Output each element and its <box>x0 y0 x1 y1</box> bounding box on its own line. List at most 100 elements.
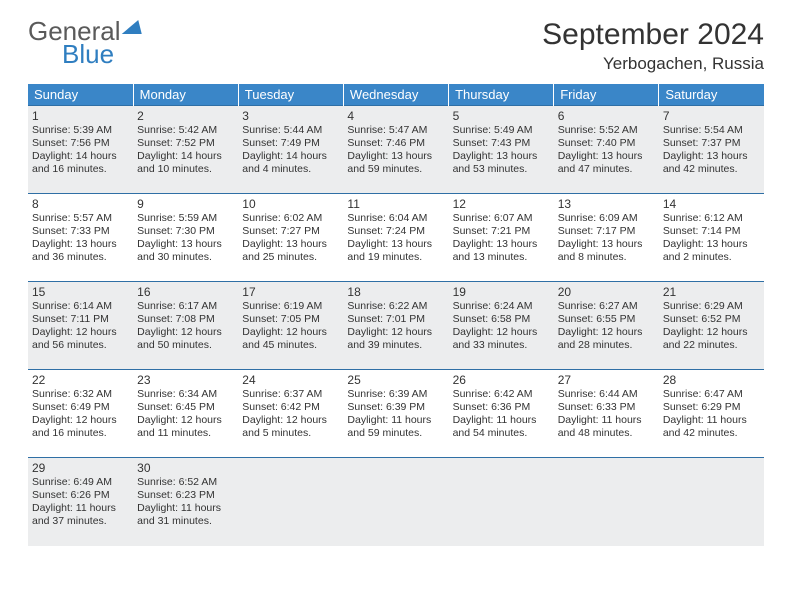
daylight-line: Daylight: 13 hours and 13 minutes. <box>453 238 550 264</box>
day-cell-16: 16Sunrise: 6:17 AMSunset: 7:08 PMDayligh… <box>133 282 238 370</box>
day-cell-14: 14Sunrise: 6:12 AMSunset: 7:14 PMDayligh… <box>659 194 764 282</box>
title-block: September 2024 Yerbogachen, Russia <box>542 18 764 74</box>
empty-cell <box>659 458 764 546</box>
day-cell-29: 29Sunrise: 6:49 AMSunset: 6:26 PMDayligh… <box>28 458 133 546</box>
day-cell-18: 18Sunrise: 6:22 AMSunset: 7:01 PMDayligh… <box>343 282 448 370</box>
daylight-line: Daylight: 13 hours and 59 minutes. <box>347 150 444 176</box>
sunrise-line: Sunrise: 6:02 AM <box>242 212 339 225</box>
sunset-line: Sunset: 7:17 PM <box>558 225 655 238</box>
day-cell-19: 19Sunrise: 6:24 AMSunset: 6:58 PMDayligh… <box>449 282 554 370</box>
sunrise-line: Sunrise: 6:19 AM <box>242 300 339 313</box>
day-number: 28 <box>663 373 760 387</box>
sunset-line: Sunset: 7:46 PM <box>347 137 444 150</box>
day-number: 4 <box>347 109 444 123</box>
sunrise-line: Sunrise: 5:59 AM <box>137 212 234 225</box>
week-row: 29Sunrise: 6:49 AMSunset: 6:26 PMDayligh… <box>28 458 764 546</box>
day-cell-15: 15Sunrise: 6:14 AMSunset: 7:11 PMDayligh… <box>28 282 133 370</box>
day-cell-21: 21Sunrise: 6:29 AMSunset: 6:52 PMDayligh… <box>659 282 764 370</box>
daylight-line: Daylight: 14 hours and 16 minutes. <box>32 150 129 176</box>
empty-cell <box>554 458 659 546</box>
day-cell-22: 22Sunrise: 6:32 AMSunset: 6:49 PMDayligh… <box>28 370 133 458</box>
daylight-line: Daylight: 11 hours and 48 minutes. <box>558 414 655 440</box>
daylight-line: Daylight: 14 hours and 10 minutes. <box>137 150 234 176</box>
day-number: 8 <box>32 197 129 211</box>
sunset-line: Sunset: 6:33 PM <box>558 401 655 414</box>
dow-monday: Monday <box>133 84 238 106</box>
daylight-line: Daylight: 12 hours and 22 minutes. <box>663 326 760 352</box>
day-cell-3: 3Sunrise: 5:44 AMSunset: 7:49 PMDaylight… <box>238 106 343 194</box>
sunrise-line: Sunrise: 6:52 AM <box>137 476 234 489</box>
sunset-line: Sunset: 7:52 PM <box>137 137 234 150</box>
sunset-line: Sunset: 6:29 PM <box>663 401 760 414</box>
day-number: 20 <box>558 285 655 299</box>
day-cell-13: 13Sunrise: 6:09 AMSunset: 7:17 PMDayligh… <box>554 194 659 282</box>
sunrise-line: Sunrise: 6:37 AM <box>242 388 339 401</box>
dow-thursday: Thursday <box>449 84 554 106</box>
day-cell-9: 9Sunrise: 5:59 AMSunset: 7:30 PMDaylight… <box>133 194 238 282</box>
sunrise-line: Sunrise: 6:44 AM <box>558 388 655 401</box>
day-number: 5 <box>453 109 550 123</box>
daylight-line: Daylight: 13 hours and 36 minutes. <box>32 238 129 264</box>
day-cell-6: 6Sunrise: 5:52 AMSunset: 7:40 PMDaylight… <box>554 106 659 194</box>
day-cell-26: 26Sunrise: 6:42 AMSunset: 6:36 PMDayligh… <box>449 370 554 458</box>
day-number: 11 <box>347 197 444 211</box>
day-number: 15 <box>32 285 129 299</box>
day-cell-11: 11Sunrise: 6:04 AMSunset: 7:24 PMDayligh… <box>343 194 448 282</box>
day-number: 26 <box>453 373 550 387</box>
day-cell-1: 1Sunrise: 5:39 AMSunset: 7:56 PMDaylight… <box>28 106 133 194</box>
sunset-line: Sunset: 7:14 PM <box>663 225 760 238</box>
day-cell-4: 4Sunrise: 5:47 AMSunset: 7:46 PMDaylight… <box>343 106 448 194</box>
sunset-line: Sunset: 6:45 PM <box>137 401 234 414</box>
month-title: September 2024 <box>542 18 764 52</box>
daylight-line: Daylight: 13 hours and 19 minutes. <box>347 238 444 264</box>
day-cell-7: 7Sunrise: 5:54 AMSunset: 7:37 PMDaylight… <box>659 106 764 194</box>
sunset-line: Sunset: 7:11 PM <box>32 313 129 326</box>
sunrise-line: Sunrise: 6:49 AM <box>32 476 129 489</box>
day-cell-5: 5Sunrise: 5:49 AMSunset: 7:43 PMDaylight… <box>449 106 554 194</box>
day-number: 29 <box>32 461 129 475</box>
day-number: 27 <box>558 373 655 387</box>
sunset-line: Sunset: 6:39 PM <box>347 401 444 414</box>
sunrise-line: Sunrise: 5:42 AM <box>137 124 234 137</box>
day-number: 17 <box>242 285 339 299</box>
daylight-line: Daylight: 13 hours and 25 minutes. <box>242 238 339 264</box>
sunset-line: Sunset: 7:43 PM <box>453 137 550 150</box>
sunset-line: Sunset: 7:56 PM <box>32 137 129 150</box>
daylight-line: Daylight: 11 hours and 59 minutes. <box>347 414 444 440</box>
daylight-line: Daylight: 12 hours and 28 minutes. <box>558 326 655 352</box>
calendar-table: SundayMondayTuesdayWednesdayThursdayFrid… <box>28 84 764 546</box>
daylight-line: Daylight: 12 hours and 11 minutes. <box>137 414 234 440</box>
day-cell-12: 12Sunrise: 6:07 AMSunset: 7:21 PMDayligh… <box>449 194 554 282</box>
daylight-line: Daylight: 12 hours and 50 minutes. <box>137 326 234 352</box>
empty-cell <box>343 458 448 546</box>
sunset-line: Sunset: 7:21 PM <box>453 225 550 238</box>
day-number: 13 <box>558 197 655 211</box>
day-number: 1 <box>32 109 129 123</box>
day-cell-2: 2Sunrise: 5:42 AMSunset: 7:52 PMDaylight… <box>133 106 238 194</box>
daylight-line: Daylight: 11 hours and 54 minutes. <box>453 414 550 440</box>
sunrise-line: Sunrise: 5:54 AM <box>663 124 760 137</box>
sunset-line: Sunset: 7:24 PM <box>347 225 444 238</box>
day-cell-30: 30Sunrise: 6:52 AMSunset: 6:23 PMDayligh… <box>133 458 238 546</box>
daylight-line: Daylight: 12 hours and 39 minutes. <box>347 326 444 352</box>
day-of-week-row: SundayMondayTuesdayWednesdayThursdayFrid… <box>28 84 764 106</box>
sunset-line: Sunset: 7:08 PM <box>137 313 234 326</box>
day-number: 23 <box>137 373 234 387</box>
sunset-line: Sunset: 6:26 PM <box>32 489 129 502</box>
daylight-line: Daylight: 13 hours and 42 minutes. <box>663 150 760 176</box>
day-number: 19 <box>453 285 550 299</box>
sunset-line: Sunset: 7:05 PM <box>242 313 339 326</box>
sunrise-line: Sunrise: 6:07 AM <box>453 212 550 225</box>
dow-sunday: Sunday <box>28 84 133 106</box>
day-number: 6 <box>558 109 655 123</box>
day-number: 24 <box>242 373 339 387</box>
sunset-line: Sunset: 6:49 PM <box>32 401 129 414</box>
sunrise-line: Sunrise: 6:47 AM <box>663 388 760 401</box>
daylight-line: Daylight: 12 hours and 45 minutes. <box>242 326 339 352</box>
sunset-line: Sunset: 6:55 PM <box>558 313 655 326</box>
daylight-line: Daylight: 13 hours and 53 minutes. <box>453 150 550 176</box>
sunset-line: Sunset: 7:27 PM <box>242 225 339 238</box>
sunrise-line: Sunrise: 6:32 AM <box>32 388 129 401</box>
empty-cell <box>449 458 554 546</box>
brand-part2: Blue <box>62 41 121 67</box>
